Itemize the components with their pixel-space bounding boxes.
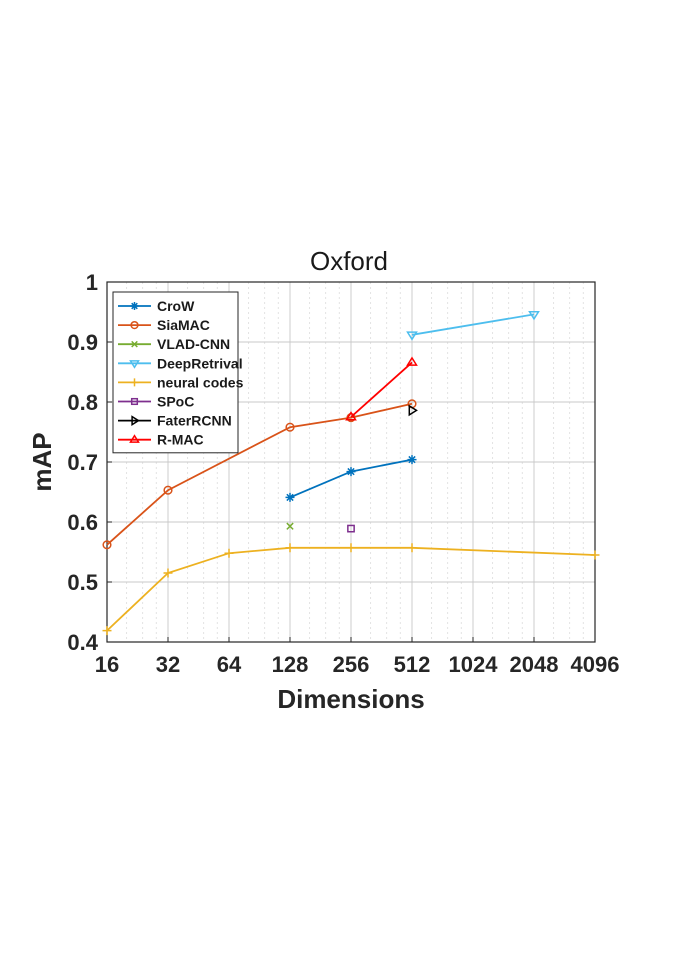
legend-label: neural codes — [157, 374, 244, 390]
series-vlad-cnn — [286, 522, 294, 530]
point-marker — [102, 540, 112, 550]
y-tick-label: 1 — [86, 270, 98, 295]
series-line — [411, 313, 535, 336]
legend-entry: CroW — [118, 298, 195, 314]
y-tick-label: 0.9 — [67, 330, 98, 355]
series-deepretrival — [406, 310, 540, 341]
point-marker — [163, 485, 173, 495]
point-marker — [130, 378, 139, 387]
x-tick-label: 256 — [333, 652, 370, 677]
point-marker — [163, 568, 173, 578]
legend-label: FaterRCNN — [157, 413, 232, 429]
x-tick-label: 64 — [217, 652, 242, 677]
point-marker — [347, 524, 355, 533]
legend-entry: SiaMAC — [118, 317, 210, 333]
y-tick-labels: 0.4 0.5 0.6 0.7 0.8 0.9 1 — [67, 270, 112, 655]
point-marker — [590, 550, 600, 560]
series-faterrcnn — [408, 404, 418, 417]
point-marker — [528, 310, 540, 321]
y-axis-label: mAP — [27, 432, 57, 491]
point-marker — [130, 397, 139, 406]
point-marker — [408, 404, 418, 417]
legend-label: VLAD-CNN — [157, 336, 230, 352]
point-marker — [102, 626, 112, 636]
series-crow — [285, 455, 417, 502]
series-neural-codes — [102, 543, 600, 636]
point-marker — [129, 360, 140, 369]
series-layer — [102, 310, 600, 636]
point-marker — [345, 411, 357, 421]
x-tick-label: 2048 — [510, 652, 559, 677]
point-marker — [131, 415, 140, 426]
y-tick-label: 0.8 — [67, 390, 98, 415]
legend-label: R-MAC — [157, 432, 204, 448]
x-tick-label: 128 — [272, 652, 309, 677]
x-tick-label: 512 — [394, 652, 431, 677]
point-marker — [407, 543, 417, 553]
point-marker — [285, 422, 295, 432]
x-tick-label: 32 — [156, 652, 180, 677]
point-marker — [285, 543, 295, 553]
legend-entry: R-MAC — [118, 432, 204, 448]
legend-entry: neural codes — [118, 374, 244, 390]
legend-entry: FaterRCNN — [118, 413, 232, 429]
series-line — [106, 402, 413, 546]
point-marker — [406, 331, 418, 341]
point-marker — [406, 356, 418, 366]
point-marker — [130, 302, 139, 310]
point-marker — [346, 467, 356, 477]
chart-title: Oxford — [310, 246, 388, 276]
x-tick-label: 4096 — [571, 652, 620, 677]
point-marker — [407, 455, 417, 465]
point-marker — [286, 522, 294, 530]
legend-label: DeepRetrival — [157, 355, 243, 371]
legend-label: SPoC — [157, 394, 194, 410]
point-marker — [346, 543, 356, 553]
x-axis-label: Dimensions — [277, 684, 424, 714]
point-marker — [285, 492, 295, 502]
point-marker — [131, 340, 138, 348]
legend-box — [112, 291, 239, 454]
series-spoc — [347, 524, 355, 533]
y-tick-label: 0.7 — [67, 450, 98, 475]
legend-entry: VLAD-CNN — [118, 336, 230, 352]
x-tick-label: 1024 — [449, 652, 499, 677]
legend-entry: SPoC — [118, 394, 194, 410]
legend-label: SiaMAC — [157, 317, 210, 333]
series-line — [350, 361, 413, 418]
legend-label: CroW — [157, 298, 195, 314]
x-tick-label: 16 — [95, 652, 119, 677]
y-tick-label: 0.5 — [67, 570, 98, 595]
series-r-mac — [345, 356, 418, 421]
y-tick-label: 0.4 — [67, 630, 98, 655]
point-marker — [130, 320, 139, 330]
legend: CroW SiaMAC VLAD-CNN DeepRetrival neural cod… — [112, 291, 244, 454]
point-marker — [224, 548, 234, 558]
x-tick-labels: 16 32 64 128 256 512 1024 2048 4096 — [95, 637, 620, 677]
point-marker — [129, 434, 140, 443]
legend-entry: DeepRetrival — [118, 355, 243, 371]
y-tick-label: 0.6 — [67, 510, 98, 535]
